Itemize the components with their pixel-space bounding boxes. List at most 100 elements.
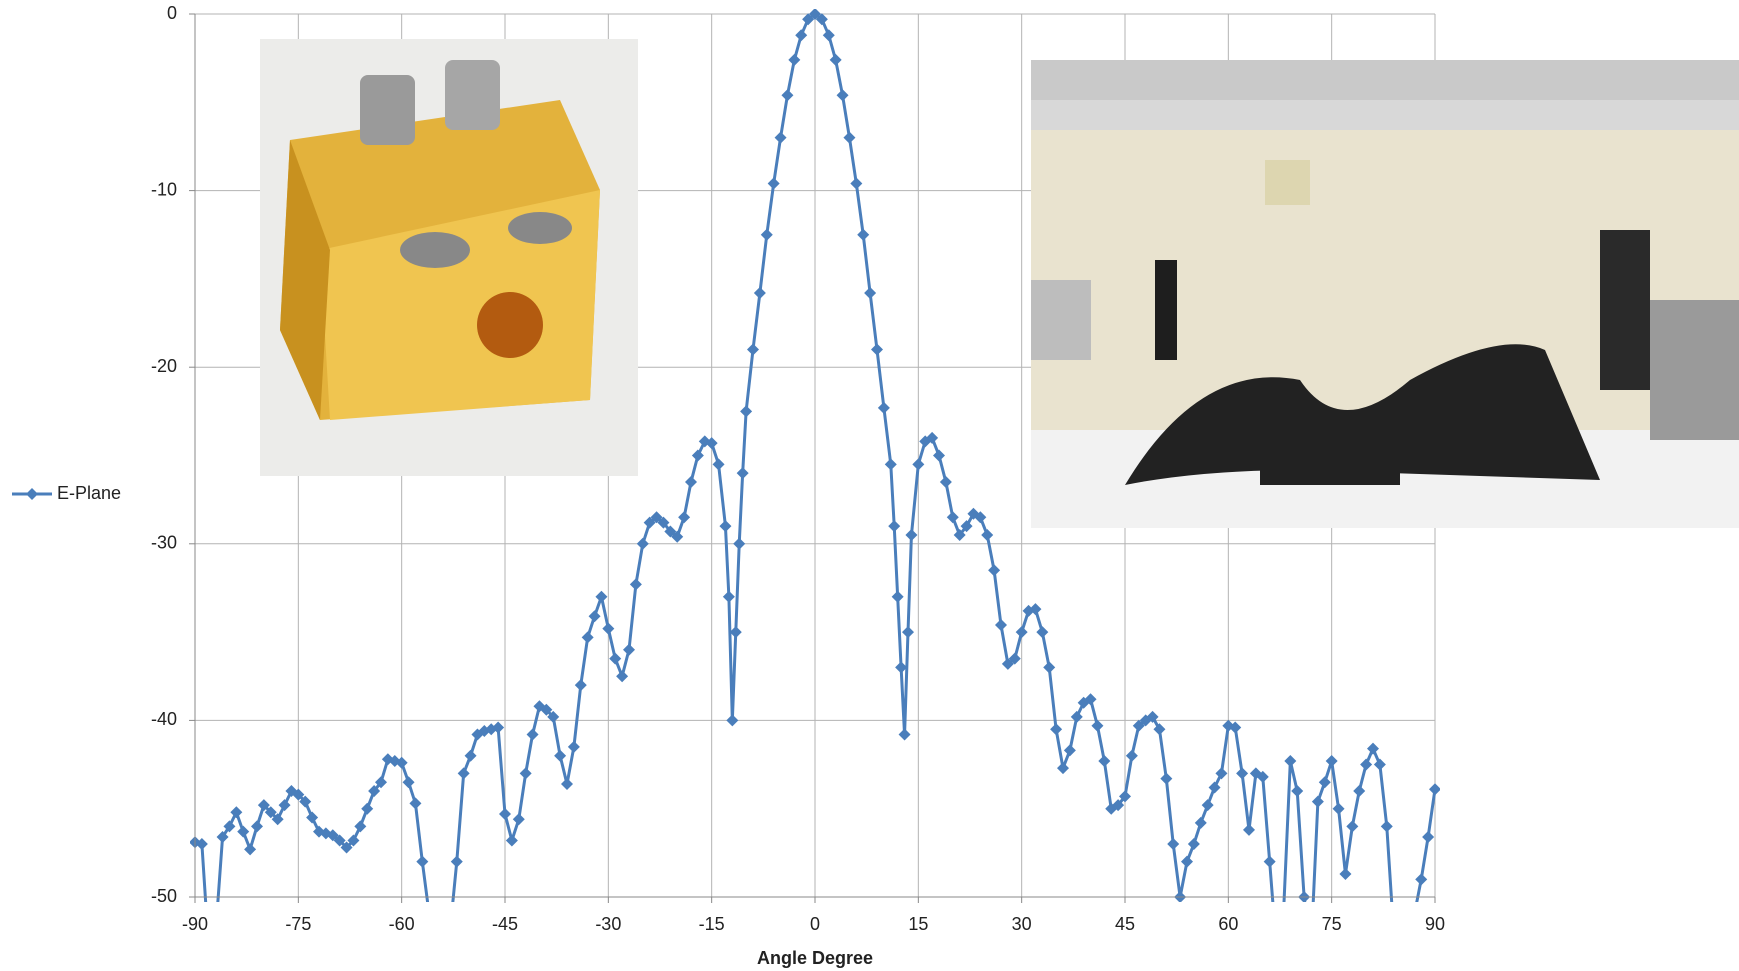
y-tick-label: 0 [167, 3, 177, 23]
marker [505, 834, 518, 847]
marker [1325, 755, 1338, 768]
marker [1388, 926, 1400, 938]
marker [1132, 719, 1145, 732]
marker [995, 619, 1007, 632]
marker [1339, 868, 1352, 881]
x-tick-label: -60 [389, 914, 415, 934]
x-tick-label: -30 [595, 914, 621, 934]
marker [850, 177, 863, 190]
marker [1422, 830, 1435, 843]
marker [499, 807, 511, 820]
marker [1229, 721, 1242, 734]
marker [760, 228, 773, 241]
marker [815, 13, 828, 26]
marker [457, 767, 470, 780]
marker [567, 740, 580, 753]
marker [1291, 785, 1304, 798]
marker [306, 811, 319, 824]
marker [333, 834, 346, 847]
marker [409, 797, 422, 810]
marker [1429, 783, 1440, 796]
marker [1201, 799, 1214, 812]
marker [602, 622, 615, 635]
marker [210, 926, 222, 938]
marker [729, 626, 742, 639]
marker [244, 843, 257, 856]
marker [1236, 767, 1249, 780]
marker [444, 926, 456, 938]
marker [1084, 693, 1097, 706]
marker [781, 89, 794, 102]
marker [857, 228, 870, 241]
marker [540, 703, 553, 716]
marker [574, 679, 587, 692]
legend-label: E-Plane [57, 483, 121, 503]
marker [719, 520, 732, 533]
marker [1160, 772, 1173, 785]
y-tick-label: -20 [151, 356, 177, 376]
marker [1208, 781, 1221, 794]
inset-photo-lab-setup [1031, 60, 1739, 528]
marker [519, 767, 532, 780]
marker [685, 475, 697, 488]
marker [430, 962, 442, 971]
marker [423, 909, 435, 921]
marker [223, 820, 236, 833]
marker [368, 785, 381, 798]
marker [774, 131, 787, 144]
marker [1146, 710, 1159, 723]
marker [902, 626, 914, 639]
marker [1332, 802, 1345, 815]
marker [1043, 661, 1056, 674]
x-tick-label: -15 [699, 914, 725, 934]
marker [251, 820, 263, 833]
marker [1036, 626, 1049, 639]
marker [1167, 838, 1180, 851]
marker [361, 802, 374, 815]
marker [1360, 758, 1373, 771]
marker [1373, 758, 1386, 771]
marker [1277, 909, 1289, 921]
x-tick-label: -45 [492, 914, 518, 934]
marker [671, 530, 684, 543]
marker [712, 458, 725, 471]
marker [1070, 710, 1083, 723]
marker [1256, 770, 1269, 783]
marker [1125, 749, 1138, 762]
marker [891, 590, 904, 603]
marker [375, 776, 387, 789]
marker [1215, 767, 1228, 780]
marker [1271, 944, 1283, 956]
marker [736, 467, 749, 480]
y-tick-label: -10 [151, 179, 177, 199]
x-tick-label: 60 [1218, 914, 1238, 934]
marker [1091, 719, 1104, 732]
marker [705, 437, 718, 450]
marker [1001, 657, 1014, 670]
marker [1098, 755, 1111, 768]
marker [195, 838, 208, 851]
y-tick-label: -50 [151, 886, 177, 906]
x-tick-label: -75 [285, 914, 311, 934]
y-tick-label: -40 [151, 709, 177, 729]
marker [1181, 855, 1193, 868]
marker [733, 537, 746, 550]
marker [340, 841, 353, 854]
x-tick-label: 0 [810, 914, 820, 934]
inset-photo-waveguide [260, 39, 638, 476]
marker [1050, 723, 1063, 736]
marker [1346, 820, 1359, 833]
marker [829, 53, 842, 66]
x-tick-label: 90 [1425, 914, 1445, 934]
marker [581, 631, 594, 644]
marker [946, 511, 959, 524]
marker [740, 405, 753, 418]
marker [884, 458, 897, 471]
marker [609, 652, 622, 665]
marker [974, 511, 987, 524]
marker [877, 401, 890, 414]
marker [726, 714, 739, 727]
marker [981, 528, 994, 541]
marker [988, 564, 1001, 577]
marker [643, 516, 656, 529]
